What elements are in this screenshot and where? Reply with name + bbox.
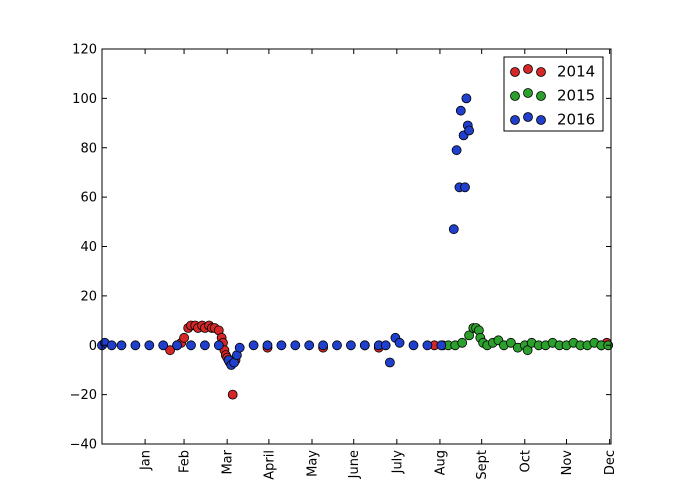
data-point-2014 — [179, 332, 190, 343]
y-tick-label: 80 — [80, 141, 97, 156]
data-point-2016 — [460, 182, 470, 193]
x-tick-label: Dec — [603, 450, 618, 475]
x-tick-label: Sept — [475, 450, 490, 480]
x-tick-label: July — [390, 450, 405, 475]
data-point-2016 — [248, 340, 259, 351]
legend-marker — [523, 88, 533, 98]
y-tick-label: 0 — [89, 339, 97, 354]
y-tick-label: −20 — [70, 388, 97, 403]
x-tick-label: Oct — [518, 450, 533, 472]
x-tick-label: June — [347, 450, 362, 479]
y-tick-label: 120 — [72, 43, 97, 58]
y-tick-label: −40 — [70, 438, 97, 453]
legend-label: 2014 — [557, 63, 595, 81]
legend-label: 2015 — [557, 87, 595, 105]
data-point-2015 — [505, 337, 516, 348]
data-point-2016 — [213, 340, 224, 351]
data-point-2016 — [345, 340, 356, 351]
axis-ticks-layer: −40 −20 0 20 40 60 80 100 120 Jan Feb Mar April May Ju… — [70, 43, 619, 480]
x-tick-label: April — [262, 450, 277, 480]
data-point-2016 — [304, 340, 315, 351]
data-point-2016 — [234, 342, 245, 353]
series-2016 — [97, 93, 475, 370]
data-point-2016 — [408, 340, 419, 351]
y-tick-label: 60 — [80, 191, 97, 206]
legend-marker — [510, 115, 520, 125]
data-point-2016 — [461, 93, 472, 104]
x-tick-label: Nov — [560, 450, 575, 476]
data-point-2014 — [165, 345, 176, 356]
y-tick-label: 40 — [80, 240, 97, 255]
legend-marker — [523, 64, 533, 74]
data-point-2016 — [380, 340, 391, 351]
data-point-2016 — [422, 340, 433, 351]
legend-marker — [523, 112, 533, 122]
legend-marker — [536, 67, 546, 77]
x-tick-label: Jan — [139, 450, 154, 471]
data-point-2016 — [290, 340, 301, 351]
data-point-2015 — [464, 330, 475, 341]
data-point-2016 — [448, 224, 459, 235]
data-point-2016 — [186, 340, 196, 351]
y-tick-label: 100 — [72, 92, 97, 107]
data-point-2016 — [199, 340, 210, 351]
data-point-2016 — [172, 340, 183, 351]
data-point-2015 — [457, 337, 468, 348]
data-point-2016 — [451, 145, 462, 156]
data-point-2016 — [106, 340, 117, 351]
data-point-2016 — [262, 340, 273, 351]
legend-marker — [536, 91, 546, 101]
data-point-2014 — [227, 389, 238, 400]
x-tick-label: May — [306, 450, 321, 477]
legend-label: 2016 — [557, 111, 595, 129]
data-point-2016 — [144, 340, 155, 351]
data-point-2016 — [332, 340, 342, 351]
legend-box — [503, 56, 604, 132]
data-points-layer — [97, 93, 614, 400]
x-tick-label: Aug — [433, 450, 448, 475]
legend: 2014 2015 2016 — [503, 56, 604, 132]
data-point-2016 — [384, 357, 395, 368]
data-point-2016 — [436, 340, 447, 351]
data-point-2016 — [318, 340, 329, 351]
data-point-2016 — [464, 125, 475, 136]
data-point-2016 — [359, 340, 370, 351]
data-point-2016 — [130, 340, 141, 351]
data-point-2016 — [276, 340, 287, 351]
data-point-2016 — [394, 337, 405, 348]
legend-marker — [510, 91, 520, 101]
x-tick-label: Mar — [221, 449, 236, 474]
series-2015 — [437, 323, 614, 356]
data-point-2015 — [522, 345, 533, 356]
legend-marker — [536, 115, 546, 125]
data-point-2016 — [158, 340, 169, 351]
data-point-2016 — [116, 340, 127, 351]
x-tick-label: Feb — [178, 450, 193, 473]
legend-marker — [510, 67, 520, 77]
y-tick-label: 20 — [80, 289, 97, 304]
data-point-2016 — [455, 105, 466, 116]
